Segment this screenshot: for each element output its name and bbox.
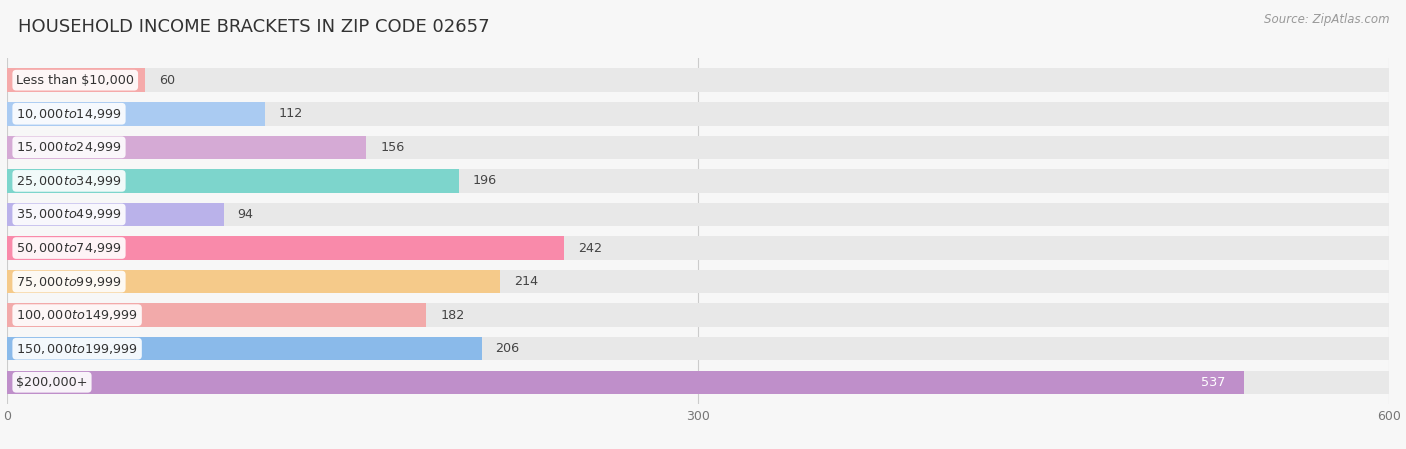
Bar xyxy=(7,68,1389,92)
Bar xyxy=(7,202,1389,226)
Text: $25,000 to $34,999: $25,000 to $34,999 xyxy=(17,174,122,188)
Bar xyxy=(7,236,1389,260)
Bar xyxy=(7,68,145,92)
Text: $150,000 to $199,999: $150,000 to $199,999 xyxy=(17,342,138,356)
Text: 214: 214 xyxy=(513,275,538,288)
Text: $50,000 to $74,999: $50,000 to $74,999 xyxy=(17,241,122,255)
Bar xyxy=(7,370,1244,394)
Bar xyxy=(7,370,1389,394)
Text: $15,000 to $24,999: $15,000 to $24,999 xyxy=(17,141,122,154)
Bar xyxy=(7,270,501,293)
Text: HOUSEHOLD INCOME BRACKETS IN ZIP CODE 02657: HOUSEHOLD INCOME BRACKETS IN ZIP CODE 02… xyxy=(18,18,489,36)
Text: $200,000+: $200,000+ xyxy=(17,376,87,389)
Bar xyxy=(7,102,264,126)
Bar xyxy=(7,304,1389,327)
Text: 60: 60 xyxy=(159,74,176,87)
Text: $75,000 to $99,999: $75,000 to $99,999 xyxy=(17,275,122,289)
Text: 182: 182 xyxy=(440,308,464,321)
Text: $10,000 to $14,999: $10,000 to $14,999 xyxy=(17,107,122,121)
Bar xyxy=(7,236,564,260)
Bar xyxy=(7,270,1389,293)
Text: $100,000 to $149,999: $100,000 to $149,999 xyxy=(17,308,138,322)
Text: 112: 112 xyxy=(278,107,304,120)
Bar xyxy=(7,304,426,327)
Text: $35,000 to $49,999: $35,000 to $49,999 xyxy=(17,207,122,221)
Bar xyxy=(7,102,1389,126)
Text: 196: 196 xyxy=(472,174,496,187)
Bar xyxy=(7,169,458,193)
Text: Less than $10,000: Less than $10,000 xyxy=(17,74,134,87)
Bar xyxy=(7,337,1389,361)
Text: 94: 94 xyxy=(238,208,253,221)
Bar xyxy=(7,136,1389,159)
Text: Source: ZipAtlas.com: Source: ZipAtlas.com xyxy=(1264,13,1389,26)
Bar xyxy=(7,337,481,361)
Text: 242: 242 xyxy=(578,242,602,255)
Bar xyxy=(7,136,367,159)
Bar xyxy=(7,169,1389,193)
Text: 537: 537 xyxy=(1201,376,1226,389)
Text: 156: 156 xyxy=(380,141,405,154)
Bar xyxy=(7,202,224,226)
Text: 206: 206 xyxy=(495,342,519,355)
